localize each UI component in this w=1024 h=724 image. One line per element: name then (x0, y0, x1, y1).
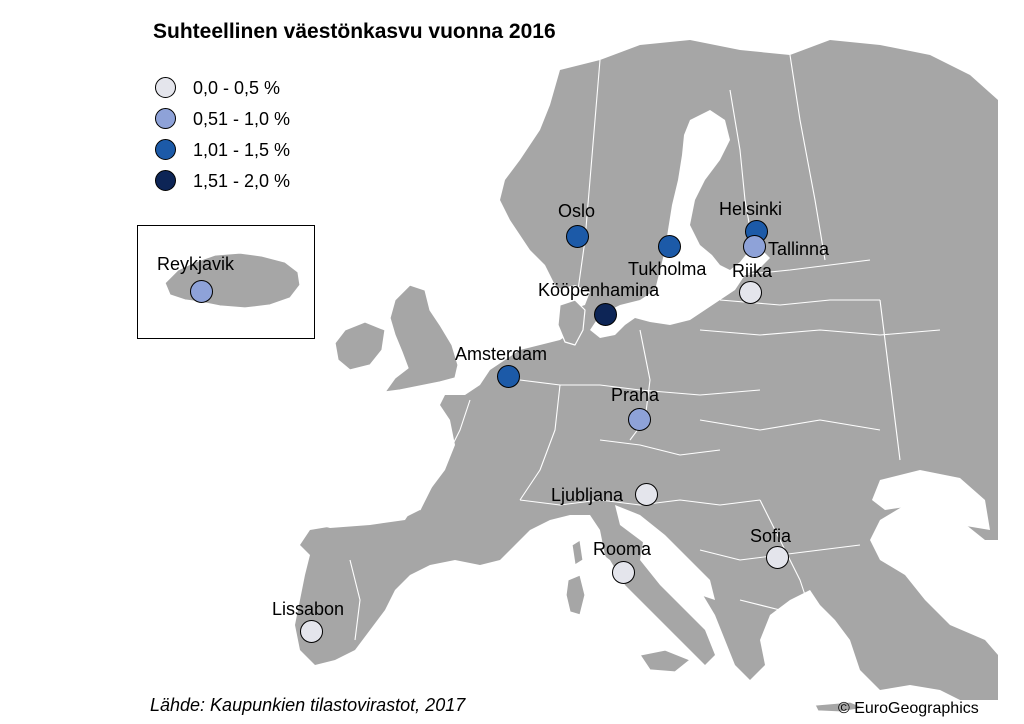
city-label-praha: Praha (611, 385, 660, 405)
city-marker-reykjavik[interactable] (190, 280, 213, 303)
legend-swatch-icon (155, 108, 176, 129)
land-denmark (557, 299, 586, 346)
city-marker-tallinna[interactable] (743, 235, 766, 258)
baltic-sea (590, 110, 770, 338)
city-label-reykjavik: Reykjavik (157, 254, 235, 274)
city-label-ljubljana: Ljubljana (551, 485, 624, 505)
mediterranean-sea (300, 580, 724, 724)
city-label-amsterdam: Amsterdam (455, 344, 548, 364)
iceland-inset-frame (137, 225, 315, 339)
legend-label: 0,0 - 0,5 % (193, 78, 281, 98)
city-marker-sofia[interactable] (766, 546, 789, 569)
land-sardinia (565, 574, 586, 616)
legend-item: 1,51 - 2,0 % (155, 168, 375, 199)
legend-label: 1,51 - 2,0 % (193, 171, 291, 191)
adriatic-sea (615, 505, 715, 600)
city-marker-praha[interactable] (628, 408, 651, 431)
city-label-helsinki: Helsinki (719, 199, 783, 219)
black-sea (872, 470, 990, 530)
north-sea (445, 220, 560, 360)
legend-item: 1,01 - 1,5 % (155, 137, 375, 168)
legend-swatch-icon (155, 77, 176, 98)
city-label-tukholma: Tukholma (628, 259, 707, 279)
city-marker-koopenhamina[interactable] (594, 303, 617, 326)
map-title: Suhteellinen väestönkasvu vuonna 2016 (153, 20, 556, 43)
city-marker-rooma[interactable] (612, 561, 635, 584)
land-ireland (334, 321, 386, 371)
copyright-notice: © EuroGeographics (838, 700, 979, 717)
land-great-britain (384, 284, 459, 393)
legend-swatch-icon (155, 170, 176, 191)
city-marker-riika[interactable] (739, 281, 762, 304)
city-label-tallinna: Tallinna (768, 239, 830, 259)
source-note: Lähde: Kaupunkien tilastovirastot, 2017 (150, 695, 466, 715)
land-sicily (639, 649, 691, 673)
legend-swatch-icon (155, 139, 176, 160)
city-marker-amsterdam[interactable] (497, 365, 520, 388)
land-mainland (295, 40, 998, 700)
city-label-lissabon: Lissabon (272, 599, 345, 619)
city-label-riika: Riika (732, 261, 773, 281)
land-crete (814, 701, 866, 713)
city-label-rooma: Rooma (593, 539, 652, 559)
legend-label: 0,51 - 1,0 % (193, 109, 291, 129)
city-label-oslo: Oslo (558, 201, 596, 221)
land-corsica (571, 539, 584, 566)
city-marker-lissabon[interactable] (300, 620, 323, 643)
legend: 0,0 - 0,5 % 0,51 - 1,0 % 1,01 - 1,5 % 1,… (155, 75, 375, 199)
legend-label: 1,01 - 1,5 % (193, 140, 291, 160)
aegean-sea (800, 630, 860, 700)
city-marker-oslo[interactable] (566, 225, 589, 248)
legend-item: 0,0 - 0,5 % (155, 75, 375, 106)
city-marker-tukholma[interactable] (658, 235, 681, 258)
city-marker-ljubljana[interactable] (635, 483, 658, 506)
city-label-sofia: Sofia (750, 526, 792, 546)
city-label-koopenhamina: Kööpenhamina (538, 280, 660, 300)
bay-of-biscay (300, 505, 415, 528)
legend-item: 0,51 - 1,0 % (155, 106, 375, 137)
